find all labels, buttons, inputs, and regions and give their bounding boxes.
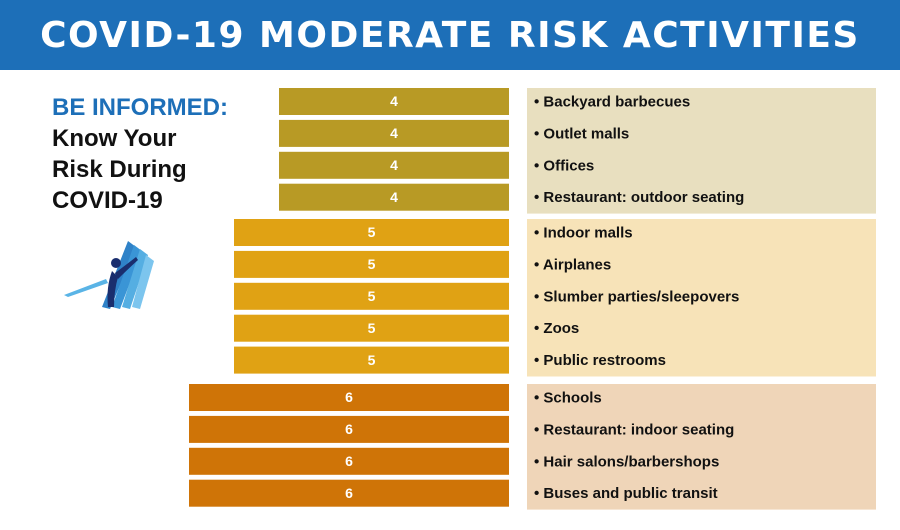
- intro-block: BE INFORMED: Know Your Risk During COVID…: [52, 93, 252, 216]
- page-title: COVID-19 MODERATE RISK ACTIVITIES: [40, 14, 860, 56]
- intro-line-2: Risk During: [52, 156, 187, 183]
- bar: [189, 384, 509, 411]
- intro-line-3: COVID-19: [52, 187, 163, 214]
- bar-value-label: 6: [345, 389, 353, 405]
- bar: [279, 151, 509, 179]
- activity-label: • Public restrooms: [534, 352, 666, 369]
- bar: [279, 88, 509, 115]
- intro-heading: BE INFORMED:: [52, 94, 228, 121]
- bar-value-label: 6: [345, 421, 353, 437]
- activity-label: • Restaurant: outdoor seating: [534, 189, 744, 206]
- bar: [234, 314, 509, 342]
- bar-value-label: 4: [390, 125, 398, 141]
- activity-label: • Zoos: [534, 320, 579, 337]
- bar: [279, 119, 509, 147]
- bar-value-label: 6: [345, 485, 353, 501]
- activity-label: • Backyard barbecues: [534, 93, 690, 110]
- bar-value-label: 5: [368, 352, 376, 368]
- activity-label: • Outlet malls: [534, 125, 629, 142]
- risk-6-panel: [527, 384, 876, 510]
- bar: [189, 479, 509, 507]
- activity-label: • Buses and public transit: [534, 485, 718, 502]
- bar: [189, 447, 509, 475]
- bar: [234, 219, 509, 246]
- bar-value-label: 5: [368, 320, 376, 336]
- bar: [234, 282, 509, 310]
- activity-label: • Indoor malls: [534, 224, 633, 241]
- person-with-book-logo-icon: [64, 241, 154, 309]
- activity-label: • Schools: [534, 389, 602, 406]
- activity-label: • Hair salons/barbershops: [534, 453, 719, 470]
- bar-value-label: 5: [368, 224, 376, 240]
- activity-label: • Offices: [534, 157, 594, 174]
- bar-value-label: 4: [390, 157, 398, 173]
- bar-value-label: 4: [390, 189, 398, 205]
- bar-value-label: 6: [345, 453, 353, 469]
- bar-value-label: 5: [368, 256, 376, 272]
- activity-label: • Airplanes: [534, 256, 611, 273]
- activity-label: • Restaurant: indoor seating: [534, 421, 734, 438]
- risk-5-panel: [527, 219, 876, 377]
- title-banner: COVID-19 MODERATE RISK ACTIVITIES: [0, 0, 900, 70]
- bar: [189, 415, 509, 443]
- bar: [234, 250, 509, 278]
- risk-4-panel: [527, 88, 876, 214]
- bar: [279, 183, 509, 211]
- bar-value-label: 4: [390, 93, 398, 109]
- activity-label: • Slumber parties/sleepovers: [534, 288, 739, 305]
- bar: [234, 346, 509, 374]
- bar-value-label: 5: [368, 288, 376, 304]
- intro-line-1: Know Your: [52, 125, 177, 152]
